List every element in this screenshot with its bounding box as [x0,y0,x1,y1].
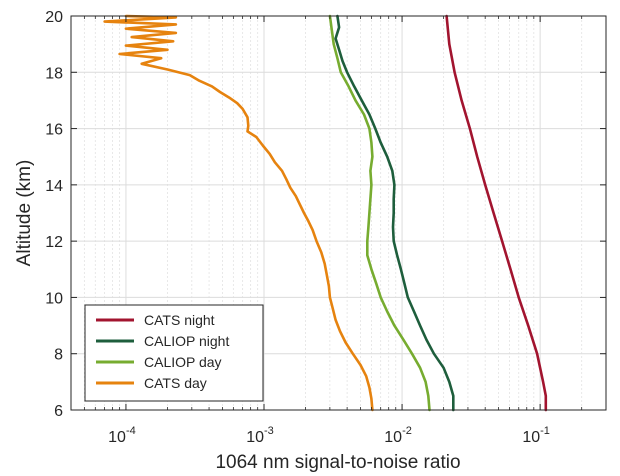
series-layer [103,14,548,412]
x-tick-labels: 10-4 10-3 10-2 10-1 [108,425,550,446]
legend-label-cats-night: CATS night [144,312,215,328]
y-tick-label: 18 [45,65,63,82]
x-axis-title: 1064 nm signal-to-noise ratio [215,452,460,473]
axis-ticks [71,15,606,411]
y-axis-title: Altitude (km) [14,160,35,267]
y-tick-label: 12 [45,234,63,251]
series-line-cats-night [445,14,548,412]
x-tick-label: 10-1 [522,425,550,446]
y-tick-labels: 6 8 10 12 14 16 18 20 [45,9,63,420]
legend-label-cats-day: CATS day [144,375,207,391]
series-line-caliop-night [334,14,455,412]
y-tick-label: 10 [45,290,63,307]
series-line-caliop-day [328,14,431,412]
x-tick-label: 10-3 [246,425,274,446]
legend: CATS night CALIOP night CALIOP day CATS day [84,304,264,402]
y-tick-label: 6 [54,403,63,420]
series-line-cats-day [103,14,374,412]
x-tick-label: 10-2 [384,425,412,446]
x-tick-label: 10-4 [108,425,136,446]
plot-frame [70,15,607,411]
legend-label-caliop-night: CALIOP night [144,333,229,349]
y-tick-label: 16 [45,122,63,139]
y-tick-label: 8 [54,347,63,364]
y-tick-label: 20 [45,9,63,26]
y-tick-label: 14 [45,178,63,195]
legend-label-caliop-day: CALIOP day [144,354,222,370]
